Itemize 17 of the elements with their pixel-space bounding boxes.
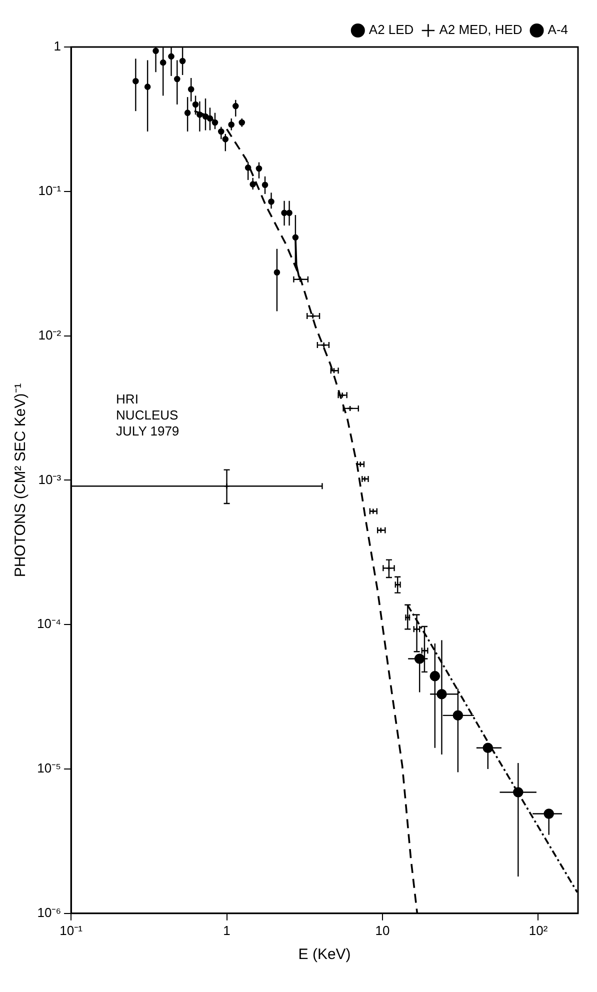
y-tick-label: 10⁻¹ — [38, 182, 62, 198]
y-tick-label: 10⁻⁵ — [37, 760, 62, 776]
y-axis-title: PHOTONS (CM² SEC KeV)⁻¹ — [12, 383, 30, 578]
y-tick-label: 10⁻⁶ — [37, 904, 62, 920]
y-tick-label: 10⁻² — [38, 327, 62, 342]
x-tick-label: 10⁻¹ — [60, 922, 84, 938]
y-tick-label: 10⁻³ — [38, 472, 62, 487]
legend-label: A-4 — [548, 22, 568, 38]
legend-label: A2 MED, HED — [439, 22, 522, 38]
legend-label: A2 LED — [368, 22, 414, 38]
y-tick-label: 1 — [54, 38, 62, 54]
x-axis-title: E (KeV) — [298, 946, 351, 964]
x-tick-label: 10 — [375, 922, 390, 938]
x-tick-label: 1 — [223, 922, 230, 938]
x-tick-label: 10² — [528, 922, 548, 938]
y-tick-label: 10⁻⁴ — [37, 616, 62, 632]
annotation: HRI NUCLEUS JULY 1979 — [116, 392, 180, 439]
